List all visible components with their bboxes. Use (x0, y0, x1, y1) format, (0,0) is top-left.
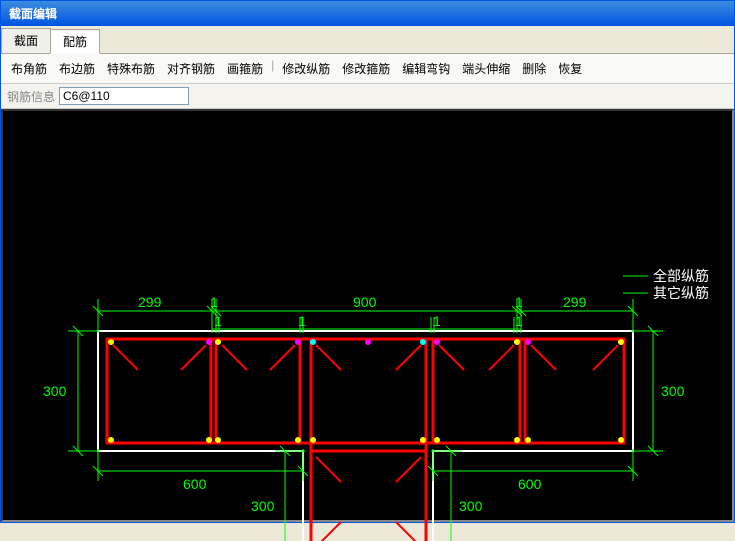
svg-text:300: 300 (661, 383, 685, 399)
menu-edit-stirrup[interactable]: 修改箍筋 (338, 58, 394, 79)
svg-text:299: 299 (563, 294, 587, 310)
svg-text:300: 300 (459, 498, 483, 514)
cad-svg: 全部纵筋 其它纵筋 299 1 900 1 299 (3, 111, 734, 541)
window-title: 截面编辑 (9, 7, 57, 21)
svg-text:1: 1 (214, 313, 222, 329)
dim-left-300: 300 (43, 326, 100, 456)
menu-align-bar[interactable]: 对齐钢筋 (163, 58, 219, 79)
svg-text:300: 300 (43, 383, 67, 399)
menu-corner-bar[interactable]: 布角筋 (7, 58, 51, 79)
legend-all-bars: 全部纵筋 (653, 268, 709, 284)
section-outline (98, 331, 633, 541)
dim-right-300: 300 (631, 326, 685, 456)
tab-section[interactable]: 截面 (1, 28, 51, 53)
tab-strip: 截面 配筋 (1, 26, 734, 54)
menu-draw-stirrup[interactable]: 画箍筋 (223, 58, 267, 79)
menu-edit-hook[interactable]: 编辑弯钩 (398, 58, 454, 79)
rebar-info-label: 钢筋信息 (7, 88, 55, 105)
drawing-canvas[interactable]: 全部纵筋 其它纵筋 299 1 900 1 299 (1, 109, 734, 522)
menu-edge-bar[interactable]: 布边筋 (55, 58, 99, 79)
dim-bottom-600: 600 600 (93, 449, 638, 492)
svg-text:600: 600 (183, 476, 207, 492)
menu-delete[interactable]: 删除 (518, 58, 550, 79)
menu-separator: | (271, 58, 274, 79)
dim-top-row: 299 1 900 1 299 (93, 294, 638, 333)
svg-text:600: 600 (518, 476, 542, 492)
rebar-dots-group (108, 339, 624, 541)
menu-restore[interactable]: 恢复 (554, 58, 586, 79)
svg-text:1: 1 (515, 313, 523, 329)
menu-special-bar[interactable]: 特殊布筋 (103, 58, 159, 79)
rebar-info-input[interactable] (59, 87, 189, 105)
menu-end-extend[interactable]: 端头伸缩 (458, 58, 514, 79)
svg-text:1: 1 (515, 294, 523, 310)
svg-text:1: 1 (298, 313, 306, 329)
menubar: 布角筋 布边筋 特殊布筋 对齐钢筋 画箍筋 | 修改纵筋 修改箍筋 编辑弯钩 端… (1, 54, 734, 84)
menu-edit-longbar[interactable]: 修改纵筋 (278, 58, 334, 79)
titlebar[interactable]: 截面编辑 (1, 1, 734, 26)
cad-editor-window: 截面编辑 截面 配筋 布角筋 布边筋 特殊布筋 对齐钢筋 画箍筋 | 修改纵筋 … (0, 0, 735, 523)
svg-text:300: 300 (251, 498, 275, 514)
svg-text:299: 299 (138, 294, 162, 310)
svg-text:900: 900 (353, 294, 377, 310)
legend-other-bars: 其它纵筋 (653, 285, 709, 301)
tab-rebar[interactable]: 配筋 (50, 29, 100, 54)
toolbar: 钢筋信息 (1, 84, 734, 109)
svg-text:1: 1 (210, 294, 218, 310)
stirrups-group (107, 339, 624, 541)
dim-stem-300: 300 300 (251, 446, 483, 541)
